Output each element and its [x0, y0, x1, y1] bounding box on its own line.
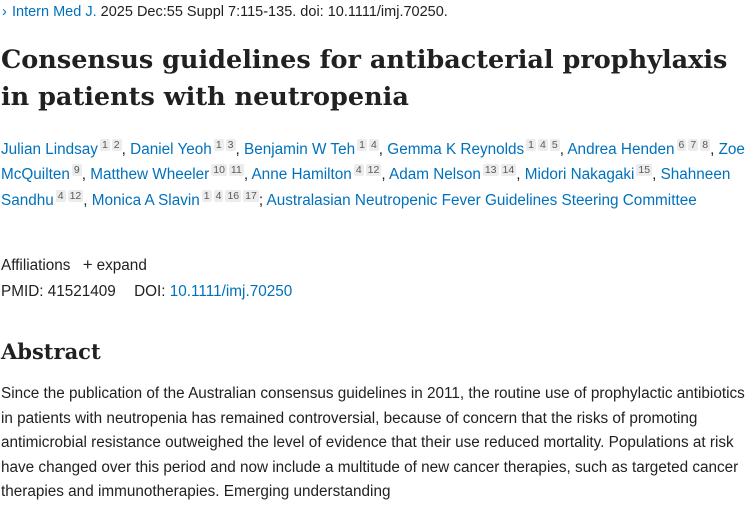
author-link[interactable]: Midori Nakagaki: [524, 166, 635, 184]
affiliation-ref-button[interactable]: 1: [526, 139, 537, 151]
affiliation-refs: 15: [634, 164, 653, 177]
author-link[interactable]: Adam Nelson: [389, 166, 481, 184]
affiliation-ref-button[interactable]: 4: [538, 139, 548, 151]
author-list: Julian Lindsay 1 2, Daniel Yeoh 1 3, Benjami…: [1, 137, 747, 213]
author-separator: ,: [710, 141, 719, 158]
author-link[interactable]: Gemma K Reynolds: [387, 141, 525, 158]
citation-line: › Intern Med J. 2025 Dec:55 Suppl 7:115-1…: [2, 4, 448, 20]
affiliation-ref-button[interactable]: 4: [353, 164, 364, 177]
affiliation-ref-button[interactable]: 4: [55, 189, 66, 202]
chevron-right-icon[interactable]: ›: [2, 4, 7, 20]
affiliation-ref-button[interactable]: 14: [500, 164, 517, 177]
affiliation-ref-button[interactable]: 12: [365, 164, 382, 177]
affiliation-ref-button[interactable]: 12: [67, 189, 84, 202]
affiliation-ref-button[interactable]: 10: [211, 164, 227, 177]
expand-label: expand: [96, 257, 147, 274]
author-link[interactable]: Monica A Slavin: [91, 191, 200, 209]
affiliation-refs: 4 12: [54, 189, 84, 202]
affiliation-ref-button[interactable]: 16: [225, 189, 242, 202]
author-separator: ,: [83, 191, 92, 209]
author-link[interactable]: Matthew Wheeler: [90, 166, 210, 184]
affiliation-ref-button[interactable]: 3: [225, 139, 236, 151]
affiliation-ref-button[interactable]: 11: [228, 164, 244, 177]
author-separator: ,: [235, 141, 244, 158]
affiliation-ref-button[interactable]: 4: [213, 189, 224, 202]
author-link[interactable]: Zoe McQuilten: [1, 141, 745, 184]
author-separator: ,: [381, 166, 390, 184]
author-link[interactable]: Daniel Yeoh: [130, 141, 212, 158]
affiliation-ref-button[interactable]: 17: [243, 189, 259, 202]
doi-link[interactable]: 10.1111/imj.70250: [169, 283, 293, 300]
affiliation-ref-button[interactable]: 13: [482, 164, 499, 177]
affiliation-ref-button[interactable]: 7: [688, 139, 699, 151]
affiliation-refs: 4 12: [352, 164, 382, 177]
author-separator: ,: [378, 141, 388, 158]
author-link[interactable]: Shahneen Sandhu: [1, 166, 731, 209]
affiliation-ref-button[interactable]: 1: [201, 189, 212, 202]
affiliation-ref-button[interactable]: 8: [700, 139, 711, 151]
author-separator: ,: [652, 166, 661, 184]
author-separator: ,: [81, 166, 91, 184]
affiliation-ref-button[interactable]: 1: [99, 139, 110, 151]
plus-icon: +: [82, 255, 93, 274]
affiliation-ref-button[interactable]: 9: [71, 164, 82, 177]
identifiers-row: PMID: 41521409 DOI: 10.1111/imj.70250: [1, 283, 292, 301]
author-separator: ,: [559, 141, 568, 158]
affiliation-refs: 1 4 16 17: [200, 189, 259, 202]
author-link[interactable]: Benjamin W Teh: [244, 141, 356, 158]
citation-details: 2025 Dec:55 Suppl 7:115-135. doi: 10.111…: [96, 4, 448, 20]
author-link[interactable]: Anne Hamilton: [251, 166, 352, 184]
author-link[interactable]: Andrea Henden: [567, 141, 675, 158]
pmid-value: 41521409: [47, 283, 116, 300]
article-title: Consensus guidelines for antibacterial p…: [1, 45, 728, 112]
pmid-label: PMID:: [1, 283, 44, 300]
affiliations-label: Affiliations: [1, 257, 71, 274]
group-author-link[interactable]: Australasian Neutropenic Fever Guideline…: [266, 191, 697, 209]
affiliation-ref-button[interactable]: 15: [636, 164, 653, 177]
expand-affiliations-button[interactable]: + expand: [82, 255, 147, 274]
author-separator: ,: [121, 141, 131, 158]
affiliation-refs: 9: [70, 164, 82, 177]
affiliations-row: Affiliations + expand: [1, 255, 147, 275]
author-link[interactable]: Julian Lindsay: [1, 141, 98, 158]
affiliation-ref-button[interactable]: 4: [368, 139, 379, 151]
affiliation-ref-button[interactable]: 2: [111, 139, 122, 151]
abstract-heading: Abstract: [1, 339, 101, 364]
journal-link[interactable]: Intern Med J.: [12, 4, 97, 20]
author-separator: ;: [258, 191, 267, 209]
abstract-text: Since the publication of the Australian …: [1, 385, 745, 500]
author-separator: ,: [516, 166, 525, 184]
affiliation-ref-button[interactable]: 6: [676, 139, 687, 151]
affiliation-ref-button[interactable]: 1: [357, 139, 367, 151]
doi-label: DOI:: [134, 283, 166, 300]
affiliation-refs: 13 14: [481, 164, 517, 177]
affiliation-ref-button[interactable]: 1: [213, 139, 224, 151]
affiliation-ref-button[interactable]: 5: [549, 139, 560, 151]
author-separator: ,: [243, 166, 252, 184]
affiliation-refs: 10 11: [209, 164, 244, 177]
